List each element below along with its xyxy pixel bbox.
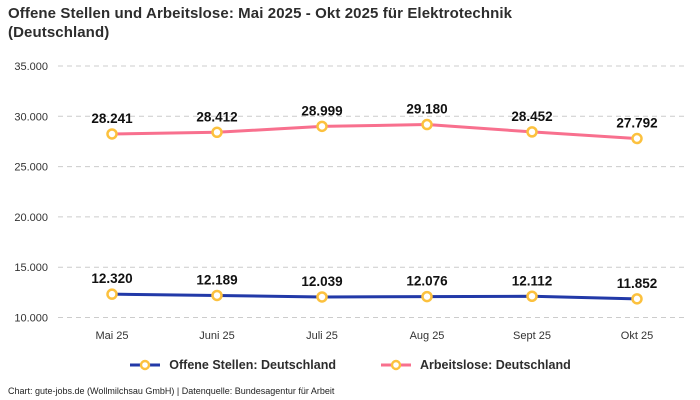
data-point-label: 12.320 bbox=[91, 271, 132, 286]
y-axis-tick-label: 25.000 bbox=[14, 162, 48, 174]
data-point-label: 12.076 bbox=[406, 274, 448, 289]
legend-item-offene-stellen[interactable]: Offene Stellen: Deutschland bbox=[129, 358, 336, 372]
data-point-marker[interactable] bbox=[421, 118, 433, 131]
data-point-marker[interactable] bbox=[211, 289, 223, 302]
data-point-label: 27.792 bbox=[616, 116, 657, 131]
data-point-marker[interactable] bbox=[316, 120, 328, 133]
x-axis-tick-label: Mai 25 bbox=[95, 330, 128, 342]
legend-label-arbeitslose: Arbeitslose: Deutschland bbox=[419, 358, 571, 372]
legend-line-sample-arbeitslose-icon bbox=[380, 359, 411, 371]
chart-legend: Offene Stellen: Deutschland Arbeitslose:… bbox=[0, 358, 700, 372]
x-axis-tick-label: Aug 25 bbox=[410, 330, 445, 342]
data-point-label: 29.180 bbox=[406, 102, 447, 117]
y-axis-tick-label: 15.000 bbox=[14, 262, 48, 274]
y-axis-tick-label: 20.000 bbox=[14, 212, 48, 224]
data-point-label: 12.112 bbox=[512, 273, 553, 288]
data-point-marker[interactable] bbox=[526, 126, 538, 138]
data-point-label: 28.452 bbox=[511, 109, 552, 124]
legend-label-offene-stellen: Offene Stellen: Deutschland bbox=[169, 358, 336, 372]
data-point-marker[interactable] bbox=[631, 132, 643, 145]
data-point-label: 11.852 bbox=[617, 276, 658, 291]
data-point-marker[interactable] bbox=[211, 126, 223, 139]
data-point-marker[interactable] bbox=[526, 290, 538, 303]
data-point-marker[interactable] bbox=[631, 293, 643, 305]
data-point-label: 28.241 bbox=[91, 111, 133, 126]
source-attribution: Chart: gute-jobs.de (Wollmilchsau GmbH) … bbox=[8, 386, 335, 396]
x-axis-tick-label: Juli 25 bbox=[306, 330, 338, 342]
data-point-marker[interactable] bbox=[421, 290, 433, 303]
x-axis-tick-label: Juni 25 bbox=[199, 330, 234, 342]
data-point-marker[interactable] bbox=[316, 291, 328, 303]
y-axis-tick-label: 30.000 bbox=[14, 111, 48, 123]
chart-title: Offene Stellen und Arbeitslose: Mai 2025… bbox=[8, 5, 513, 41]
y-axis-tick-label: 10.000 bbox=[14, 313, 48, 325]
data-point-label: 12.189 bbox=[196, 272, 237, 287]
data-point-label: 28.999 bbox=[301, 103, 342, 118]
legend-line-sample-offene-stellen-icon bbox=[130, 359, 161, 371]
x-axis-tick-label: Sept 25 bbox=[513, 330, 551, 342]
series-line bbox=[110, 123, 639, 141]
data-point-label: 12.039 bbox=[301, 274, 342, 289]
x-axis-tick-label: Okt 25 bbox=[621, 330, 653, 342]
data-point-marker[interactable] bbox=[106, 288, 118, 300]
series-line bbox=[110, 292, 639, 301]
data-point-marker[interactable] bbox=[106, 128, 118, 140]
data-point-label: 28.412 bbox=[196, 109, 237, 124]
legend-item-arbeitslose[interactable]: Arbeitslose: Deutschland bbox=[380, 358, 571, 372]
y-axis-tick-label: 35.000 bbox=[14, 61, 48, 73]
